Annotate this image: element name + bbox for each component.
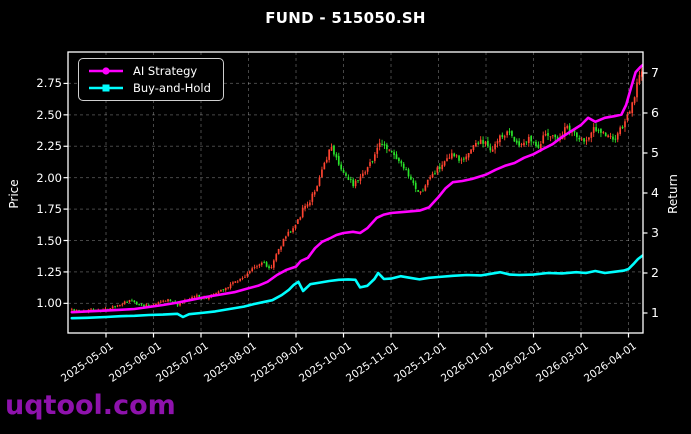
legend-label-buy-and-hold: Buy-and-Hold [133,81,211,95]
return-tick-label: 6 [651,105,659,120]
ai-strategy-line-icon [89,67,123,75]
gridlines [68,52,643,333]
price-tick-label: 1.00 [36,296,62,311]
price-tick-label: 1.25 [36,264,62,279]
price-tick-label: 1.75 [36,202,62,217]
return-tick-label: 4 [651,185,659,200]
return-tick-label: 2 [651,265,659,280]
return-tick-label: 1 [651,305,659,320]
buy-and-hold-line-icon [89,84,123,92]
price-tick-label: 2.25 [36,139,62,154]
left-axis-label: Price [7,179,21,209]
return-tick-label: 3 [651,225,659,240]
price-tick-label: 2.50 [36,107,62,122]
return-tick-label: 7 [651,65,659,80]
price-tick-label: 2.75 [36,76,62,91]
return-tick-label: 5 [651,145,659,160]
chart-title: FUND - 515050.SH [265,9,426,27]
legend: AI Strategy Buy-and-Hold [78,58,224,101]
watermark: uqtool.com [5,390,176,421]
legend-label-ai-strategy: AI Strategy [133,64,198,78]
price-tick-label: 1.50 [36,233,62,248]
buy-and-hold-line [70,254,643,320]
legend-item-ai-strategy: AI Strategy [87,64,211,78]
tick-marks [63,72,648,338]
candles-layer [70,67,643,314]
price-tick-label: 2.00 [36,170,62,185]
ai-strategy-line [70,63,643,314]
legend-item-buy-and-hold: Buy-and-Hold [87,81,211,95]
